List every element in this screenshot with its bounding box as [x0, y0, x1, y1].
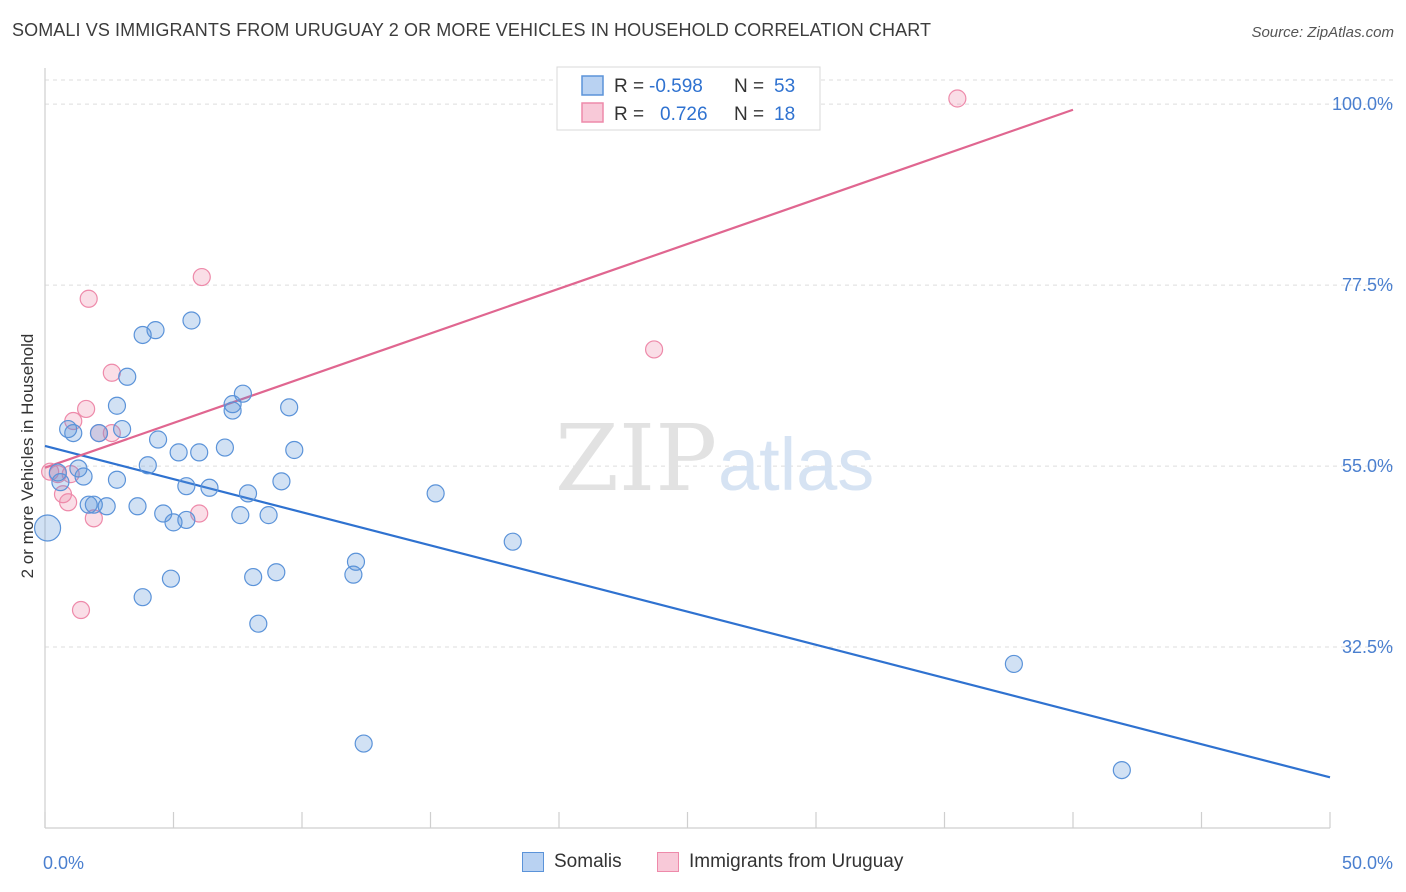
somalis-point: [267, 563, 286, 582]
uruguay-swatch: [657, 852, 679, 872]
somalis-point: [238, 484, 258, 503]
source-label: Source: ZipAtlas.com: [1251, 24, 1394, 41]
somalis-point: [107, 470, 127, 489]
somalis-point: [74, 467, 93, 486]
somalis-point: [33, 514, 62, 542]
somalis-point: [107, 396, 127, 415]
somalis-point: [97, 497, 116, 516]
uruguay-trend-line: [44, 108, 1074, 469]
uruguay-point: [102, 363, 121, 382]
somalis-point: [128, 497, 147, 516]
somalis-point: [177, 510, 196, 530]
somalis-point: [244, 567, 263, 587]
uruguay-point: [59, 493, 78, 512]
legend-top: R = -0.598 N = 53 R = 0.726 N = 18: [556, 66, 821, 131]
somalis-point: [285, 440, 304, 460]
legend-r-label-1: R =: [614, 76, 644, 97]
somalis-point: [223, 401, 242, 420]
somalis-point: [280, 398, 299, 417]
uruguay-points: [41, 89, 967, 620]
y-tick-label: 32.5%: [1342, 637, 1393, 657]
somalis-point: [161, 569, 181, 588]
uruguay-point: [71, 600, 91, 620]
legend-r-value-2: 0.726: [660, 104, 708, 125]
somalis-point: [177, 477, 196, 496]
somalis-point: [426, 484, 445, 503]
y-tick-label: 100.0%: [1332, 94, 1393, 114]
legend-uruguay-label: Immigrants from Uruguay: [689, 851, 904, 872]
watermark: ZIP atlas: [555, 405, 874, 512]
legend-blue-swatch: [581, 75, 604, 96]
x-tick-label-max: 50.0%: [1342, 853, 1393, 873]
somalis-trend-line: [44, 444, 1331, 779]
uruguay-point: [102, 423, 121, 443]
somalis-point: [354, 734, 373, 753]
somalis-point: [148, 430, 168, 449]
somalis-point: [259, 506, 278, 525]
legend-r-value-1: -0.598: [649, 76, 703, 97]
x-tick-label-min: 0.0%: [43, 853, 84, 873]
somalis-point: [233, 384, 252, 403]
legend-n-label-2: N =: [734, 104, 764, 125]
legend-n-value-1: 53: [774, 76, 795, 97]
somalis-point: [503, 532, 522, 551]
somalis-point: [200, 478, 219, 497]
legend-pink-swatch: [581, 102, 604, 123]
somalis-point: [146, 321, 165, 340]
y-tick-label: 55.0%: [1342, 456, 1393, 476]
legend-r-label-2: R =: [614, 104, 644, 125]
legend-n-value-2: 18: [774, 104, 795, 125]
legend-somalis-label: Somalis: [554, 851, 622, 872]
somalis-points: [33, 311, 1131, 780]
somalis-point: [169, 443, 188, 462]
somalis-point: [346, 552, 366, 571]
grid-lines: [45, 79, 1395, 648]
somalis-point: [138, 456, 157, 475]
somalis-point: [1004, 654, 1023, 674]
legend-n-label-1: N =: [734, 76, 764, 97]
chart-title: SOMALI VS IMMIGRANTS FROM URUGUAY 2 OR M…: [12, 20, 932, 40]
watermark-zip: ZIP: [555, 405, 717, 512]
legend-bottom: Somalis Immigrants from Uruguay: [0, 851, 1406, 879]
uruguay-point: [79, 289, 98, 308]
watermark-atlas: atlas: [718, 423, 874, 506]
somalis-point: [118, 367, 137, 386]
somalis-point: [1112, 760, 1131, 780]
uruguay-point: [84, 509, 103, 528]
somalis-point: [190, 443, 209, 462]
uruguay-point: [644, 340, 664, 359]
trend-lines: [44, 108, 1331, 779]
somalis-point: [64, 423, 83, 443]
somalis-point: [51, 473, 70, 492]
axes: [44, 68, 1331, 829]
somalis-point: [112, 419, 132, 439]
somalis-point: [89, 423, 109, 443]
legend-item-somalis: Somalis: [522, 851, 622, 873]
somalis-point: [215, 438, 234, 457]
uruguay-point: [77, 399, 96, 419]
somalis-point: [182, 311, 201, 330]
uruguay-point: [192, 267, 211, 287]
uruguay-point: [948, 89, 967, 108]
somalis-swatch: [522, 852, 544, 872]
y-tick-label: 77.5%: [1342, 275, 1393, 295]
somalis-point: [272, 472, 291, 491]
somalis-point: [249, 614, 268, 633]
somalis-point: [133, 588, 152, 607]
tick-labels: 32.5% 55.0% 77.5% 100.0% 0.0% 50.0%: [43, 94, 1393, 873]
somalis-point: [231, 506, 250, 525]
somalis-point: [79, 495, 98, 514]
legend-item-uruguay: Immigrants from Uruguay: [657, 851, 903, 873]
